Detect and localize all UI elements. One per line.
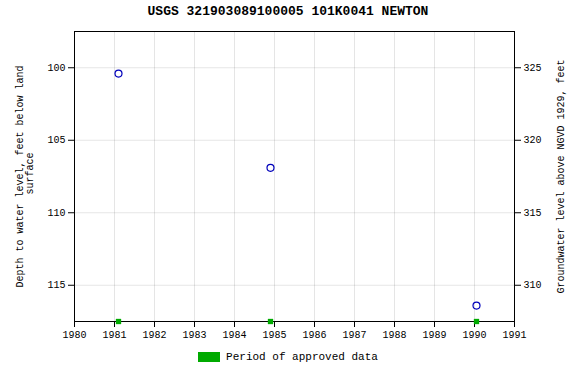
svg-text:100: 100 (47, 63, 65, 74)
svg-text:110: 110 (47, 208, 65, 219)
svg-text:1991: 1991 (502, 330, 526, 341)
svg-text:1984: 1984 (222, 330, 246, 341)
svg-text:1990: 1990 (462, 330, 486, 341)
html-text:Period of approved data: Period of approved data (226, 351, 378, 363)
svg-text:320: 320 (524, 135, 542, 146)
svg-text:310: 310 (524, 280, 542, 291)
html-text:USGS 321903089100005 101K0041: USGS 321903089100005 101K0041 NEWTON (147, 4, 429, 19)
svg-text:325: 325 (524, 63, 542, 74)
svg-text:Depth to water level, feet bel: Depth to water level, feet below land su… (15, 65, 36, 287)
svg-text:105: 105 (47, 135, 65, 146)
svg-text:1989: 1989 (422, 330, 446, 341)
svg-text:1981: 1981 (102, 330, 126, 341)
svg-text:1983: 1983 (182, 330, 206, 341)
svg-text:1988: 1988 (382, 330, 406, 341)
svg-text:115: 115 (47, 280, 65, 291)
svg-text:1980: 1980 (62, 330, 86, 341)
svg-text:1982: 1982 (142, 330, 166, 341)
svg-text:315: 315 (524, 208, 542, 219)
svg-text:1985: 1985 (262, 330, 286, 341)
svg-text:1987: 1987 (342, 330, 366, 341)
svg-text:Groundwater level above NGVD 1: Groundwater level above NGVD 1929, feet (556, 59, 567, 293)
svg-text:1986: 1986 (302, 330, 326, 341)
